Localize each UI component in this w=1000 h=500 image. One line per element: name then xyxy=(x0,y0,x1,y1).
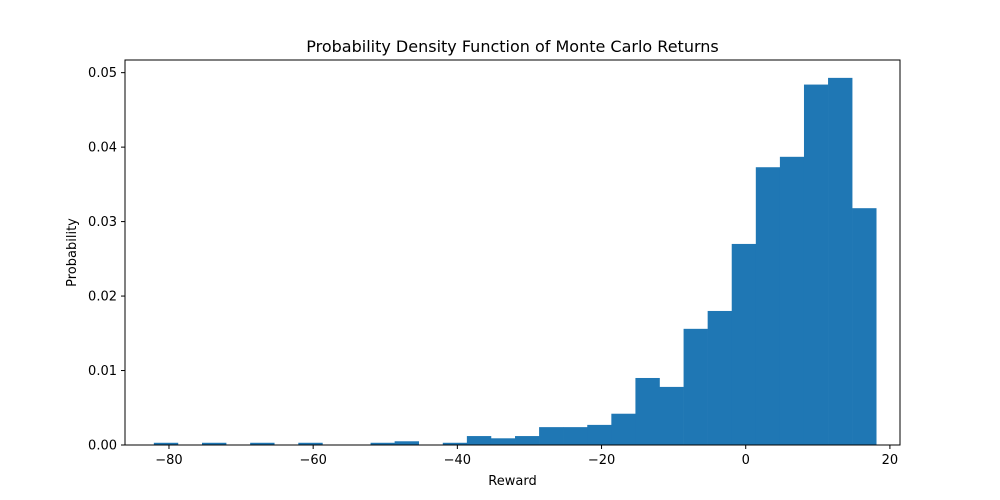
histogram-bar xyxy=(659,386,684,445)
histogram-bar xyxy=(563,427,588,445)
y-axis-label: Probability xyxy=(65,218,80,287)
histogram-bar xyxy=(635,377,660,445)
x-tick-label: 20 xyxy=(882,453,899,468)
y-tick-label: 0.00 xyxy=(88,439,117,454)
histogram-bar xyxy=(587,424,612,445)
histogram-bars xyxy=(153,77,877,446)
chart-title: Probability Density Function of Monte Ca… xyxy=(306,37,718,56)
histogram-bar xyxy=(515,436,540,445)
histogram-bar xyxy=(490,438,516,445)
histogram-bar xyxy=(707,310,733,445)
histogram-bar xyxy=(370,442,395,445)
histogram-bar xyxy=(611,413,636,445)
y-tick-label: 0.01 xyxy=(88,364,117,379)
histogram-bar xyxy=(731,243,757,445)
histogram-bar xyxy=(828,77,853,446)
y-tick-label: 0.05 xyxy=(88,66,117,81)
histogram-bar xyxy=(539,427,564,445)
x-tick-label: 0 xyxy=(742,453,750,468)
histogram-bar xyxy=(394,441,420,445)
y-axis-ticks: 0.00 0.01 0.02 0.03 0.04 0.05 xyxy=(88,66,125,454)
histogram-bar xyxy=(683,328,708,445)
histogram-bar xyxy=(852,208,877,445)
x-tick-label: −20 xyxy=(588,453,615,468)
x-tick-label: −40 xyxy=(444,453,471,468)
y-tick-label: 0.03 xyxy=(88,215,117,230)
histogram-bar xyxy=(298,442,323,445)
y-tick-label: 0.02 xyxy=(88,290,117,305)
histogram-bar xyxy=(442,442,468,445)
histogram-bar xyxy=(755,167,781,446)
x-tick-label: −80 xyxy=(155,453,182,468)
x-axis-label: Reward xyxy=(488,474,536,489)
histogram-bar xyxy=(779,156,805,445)
histogram-bar xyxy=(153,442,179,445)
histogram-bar xyxy=(202,442,227,445)
histogram-bar xyxy=(250,442,275,445)
histogram-bar xyxy=(466,436,492,445)
histogram-bar xyxy=(803,84,829,445)
x-tick-label: −60 xyxy=(299,453,326,468)
x-axis-ticks: −80 −60 −40 −20 0 20 xyxy=(155,445,898,468)
y-tick-label: 0.04 xyxy=(88,141,117,156)
plot-frame xyxy=(124,59,901,446)
